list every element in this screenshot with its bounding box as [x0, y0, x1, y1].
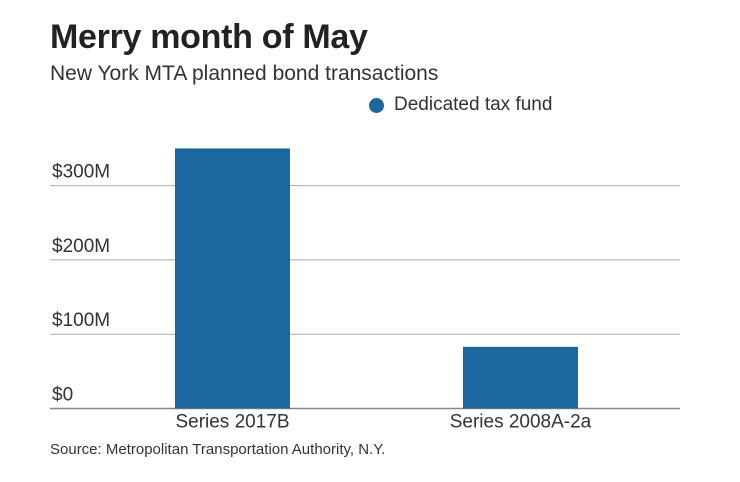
y-tick-label: $0 [52, 385, 73, 406]
y-tick-label: $300M [52, 162, 110, 183]
legend: Dedicated tax fund [369, 94, 552, 116]
bar [175, 148, 290, 409]
bar [463, 346, 578, 409]
legend-label: Dedicated tax fund [394, 94, 553, 115]
y-tick-label: $100M [52, 310, 110, 331]
chart-subtitle: New York MTA planned bond transactions [50, 62, 439, 85]
chart-title: Merry month of May [50, 18, 368, 56]
x-tick-label: Series 2008A-2a [450, 412, 592, 433]
y-tick-label: $200M [52, 236, 110, 257]
legend-marker [369, 97, 384, 113]
source-note: Source: Metropolitan Transportation Auth… [50, 441, 386, 458]
x-tick-label: Series 2017B [175, 412, 289, 433]
